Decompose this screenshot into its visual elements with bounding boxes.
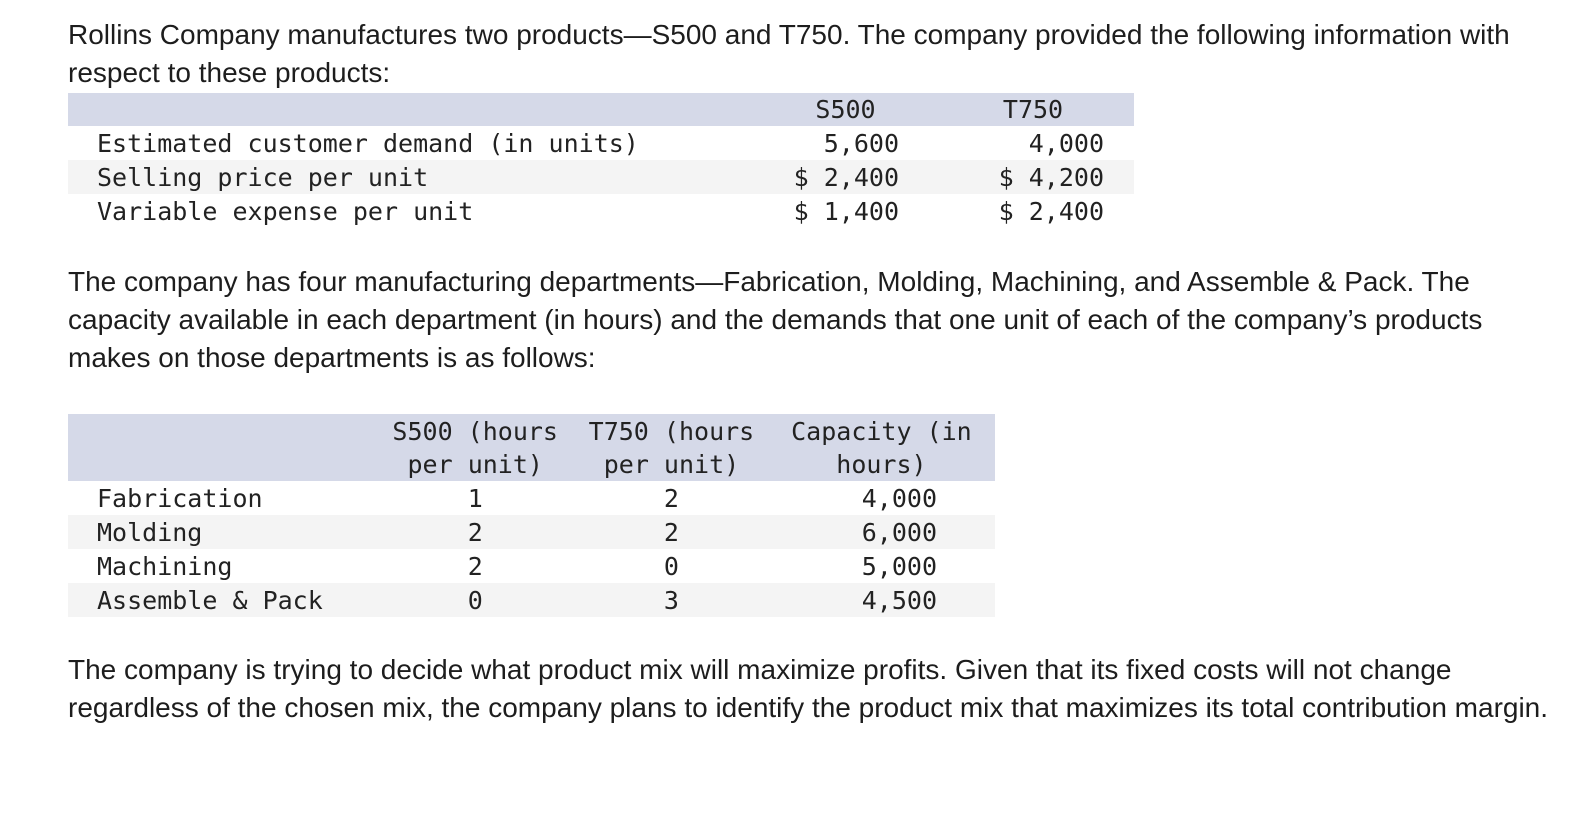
row-label: Selling price per unit (97, 162, 429, 192)
row-label: Variable expense per unit (97, 196, 474, 226)
t750-value: $ 4,200 (998, 162, 1104, 192)
products-header-s500: S500 (815, 95, 876, 124)
s500-value: $ 1,400 (793, 196, 899, 226)
department-label: Fabrication (97, 483, 263, 513)
header-t750-hours: T750 (hours per unit) (588, 416, 755, 479)
table-row: Selling price per unit $ 2,400 $ 4,200 (68, 160, 1134, 194)
t750-hours: 2 (663, 483, 679, 513)
t750-hours: 0 (663, 551, 679, 581)
table-row: Molding 2 2 6,000 (68, 515, 995, 549)
products-header-blank (68, 93, 759, 126)
departments-table-header: S500 (hours per unit) T750 (hours per unit… (68, 414, 995, 481)
table-row: Estimated customer demand (in units) 5,6… (68, 126, 1134, 160)
departments-paragraph: The company has four manufacturing depar… (68, 266, 1483, 373)
departments-table: S500 (hours per unit) T750 (hours per unit… (68, 414, 995, 617)
products-table: S500 T750 Estimated customer demand (in … (68, 93, 1134, 228)
products-header-t750: T750 (1002, 95, 1064, 124)
departments-header-blank (68, 414, 375, 481)
s500-hours: 0 (467, 585, 483, 615)
capacity-hours: 5,000 (861, 551, 937, 581)
intro-paragraph: Rollins Company manufactures two product… (68, 19, 1510, 88)
t750-value: $ 2,400 (998, 196, 1104, 226)
t750-hours: 3 (663, 585, 679, 615)
capacity-hours: 4,000 (861, 483, 937, 513)
capacity-hours: 4,500 (861, 585, 937, 615)
table-row: Fabrication 1 2 4,000 (68, 481, 995, 515)
s500-hours: 2 (467, 551, 483, 581)
department-label: Assemble & Pack (97, 585, 323, 615)
s500-value: 5,600 (823, 128, 899, 158)
products-table-header: S500 T750 (68, 93, 1134, 126)
table-row: Assemble & Pack 0 3 4,500 (68, 583, 995, 617)
t750-hours: 2 (663, 517, 679, 547)
t750-value: 4,000 (1028, 128, 1104, 158)
department-label: Machining (97, 551, 233, 581)
capacity-hours: 6,000 (861, 517, 937, 547)
s500-hours: 2 (467, 517, 483, 547)
conclusion-paragraph: The company is trying to decide what pro… (68, 654, 1549, 723)
s500-value: $ 2,400 (793, 162, 899, 192)
table-row: Variable expense per unit $ 1,400 $ 2,40… (68, 194, 1134, 228)
header-s500-hours: S500 (hours per unit) (392, 416, 558, 479)
row-label: Estimated customer demand (in units) (97, 128, 639, 158)
department-label: Molding (97, 517, 203, 547)
table-row: Machining 2 0 5,000 (68, 549, 995, 583)
s500-hours: 1 (467, 483, 483, 513)
header-capacity: Capacity (in hours) (791, 416, 972, 479)
